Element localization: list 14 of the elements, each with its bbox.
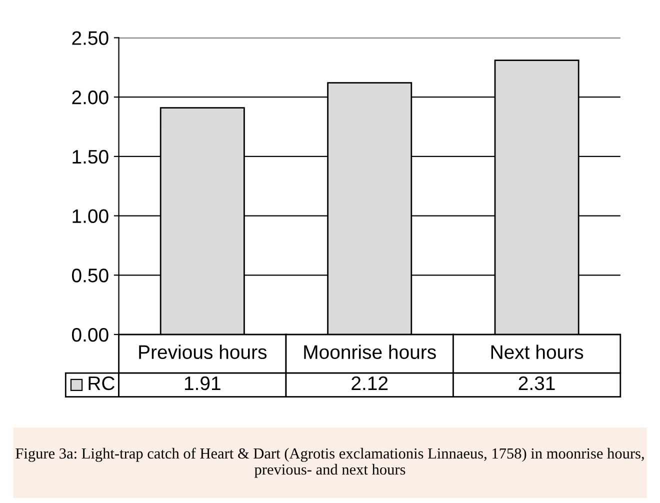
y-tick-label: 2.50 [72,31,108,45]
x-tick-label: Moonrise hours [304,344,436,360]
legend-label: RC [88,376,115,390]
data-label: 2.31 [518,376,555,390]
y-tick-label: 2.00 [72,90,108,104]
x-tick-label: Previous hours [139,344,267,360]
caption: Figure 3a: Light-trap catch of Heart & Dart (Agrotis exclamationis Linnaeus, 1758) in moonrise hours, previous- and next hours [16,448,644,478]
x-tick-label: Next hours [491,344,584,360]
data-label: 2.12 [352,376,388,390]
y-tick-label: 0.00 [72,328,108,342]
y-tick-label: 1.50 [72,150,108,164]
y-tick-label: 1.00 [72,209,108,224]
data-label: 1.91 [184,376,220,390]
y-tick-label: 0.50 [72,268,108,282]
